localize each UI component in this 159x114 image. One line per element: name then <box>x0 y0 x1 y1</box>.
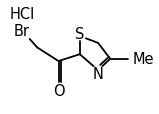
Text: O: O <box>53 83 64 98</box>
Text: Me: Me <box>133 52 155 67</box>
Text: S: S <box>75 27 84 42</box>
Text: N: N <box>93 66 104 81</box>
Text: Br: Br <box>14 24 30 39</box>
Text: HCl: HCl <box>9 7 35 22</box>
